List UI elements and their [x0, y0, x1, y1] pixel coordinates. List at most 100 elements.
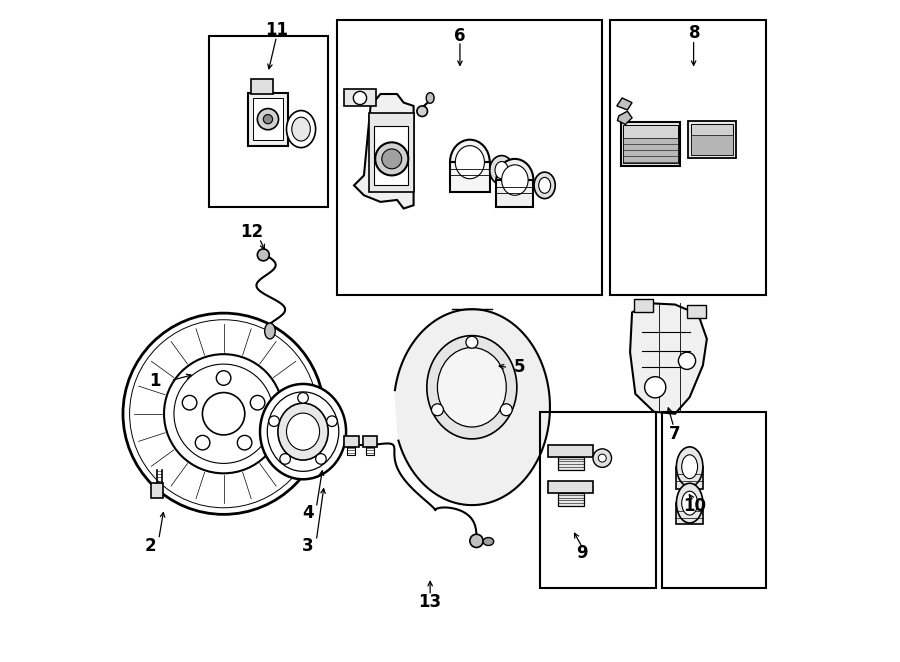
Polygon shape: [630, 303, 707, 414]
Text: 2: 2: [145, 537, 157, 555]
Circle shape: [598, 454, 607, 462]
Bar: [621, 122, 680, 166]
Bar: [209, 36, 328, 207]
Bar: [691, 124, 734, 155]
Ellipse shape: [292, 117, 310, 141]
Ellipse shape: [681, 455, 698, 479]
Bar: [548, 445, 593, 457]
Circle shape: [183, 395, 197, 410]
Bar: [624, 138, 678, 163]
Bar: [251, 79, 273, 94]
Ellipse shape: [267, 392, 338, 471]
Circle shape: [593, 449, 611, 467]
Text: 12: 12: [239, 222, 263, 241]
Bar: [624, 125, 678, 163]
Ellipse shape: [427, 336, 517, 439]
Bar: [558, 493, 584, 506]
Bar: [366, 447, 373, 455]
Circle shape: [327, 416, 338, 426]
Circle shape: [470, 534, 483, 547]
Bar: [450, 162, 490, 192]
Bar: [347, 447, 356, 455]
Circle shape: [298, 393, 309, 403]
Polygon shape: [395, 309, 550, 505]
Circle shape: [164, 354, 284, 473]
Circle shape: [238, 436, 252, 450]
Polygon shape: [616, 98, 632, 110]
Ellipse shape: [437, 348, 507, 427]
Bar: [634, 299, 652, 312]
Circle shape: [195, 436, 210, 450]
Circle shape: [257, 109, 278, 130]
Bar: [363, 436, 377, 447]
Bar: [540, 412, 656, 588]
Text: 3: 3: [302, 537, 313, 555]
Bar: [496, 180, 534, 207]
Circle shape: [644, 377, 666, 398]
Circle shape: [431, 404, 444, 416]
Ellipse shape: [483, 538, 494, 545]
Bar: [344, 89, 376, 106]
Ellipse shape: [450, 140, 490, 185]
Ellipse shape: [455, 146, 484, 179]
Bar: [688, 121, 736, 158]
Circle shape: [130, 320, 318, 508]
Circle shape: [500, 404, 512, 416]
Bar: [374, 126, 409, 185]
Ellipse shape: [681, 491, 698, 515]
Circle shape: [216, 371, 231, 385]
Circle shape: [250, 395, 265, 410]
Ellipse shape: [286, 413, 320, 450]
Circle shape: [269, 416, 279, 426]
Text: 5: 5: [514, 358, 526, 377]
Bar: [548, 481, 593, 493]
Bar: [254, 98, 283, 140]
Circle shape: [280, 453, 291, 464]
Bar: [677, 467, 703, 489]
Bar: [687, 305, 706, 318]
Text: 11: 11: [266, 21, 288, 39]
Bar: [248, 93, 288, 146]
Ellipse shape: [265, 323, 275, 339]
Text: 4: 4: [302, 504, 313, 522]
Bar: [677, 503, 703, 524]
Ellipse shape: [286, 111, 316, 148]
Ellipse shape: [278, 403, 328, 460]
Text: 6: 6: [454, 27, 465, 46]
Bar: [338, 20, 602, 295]
Circle shape: [417, 106, 428, 117]
Ellipse shape: [677, 447, 703, 487]
Ellipse shape: [260, 384, 346, 479]
Circle shape: [202, 393, 245, 435]
Circle shape: [382, 149, 401, 169]
Bar: [662, 412, 767, 588]
Ellipse shape: [534, 172, 555, 199]
Bar: [369, 113, 414, 192]
Bar: [344, 436, 358, 447]
Bar: [558, 457, 584, 470]
Ellipse shape: [495, 162, 508, 179]
Text: 13: 13: [418, 593, 442, 612]
Text: 7: 7: [670, 424, 681, 443]
Circle shape: [466, 336, 478, 348]
Bar: [610, 20, 766, 295]
Ellipse shape: [539, 177, 551, 193]
Text: 1: 1: [149, 371, 161, 390]
Circle shape: [257, 249, 269, 261]
Circle shape: [679, 352, 696, 369]
Circle shape: [174, 364, 274, 463]
Circle shape: [316, 453, 326, 464]
Bar: [151, 483, 163, 498]
Ellipse shape: [427, 93, 434, 103]
Text: 9: 9: [577, 544, 589, 562]
Circle shape: [354, 91, 366, 105]
Ellipse shape: [501, 165, 528, 195]
Polygon shape: [617, 111, 632, 124]
Circle shape: [264, 115, 273, 124]
Polygon shape: [354, 94, 414, 209]
Ellipse shape: [677, 483, 703, 523]
Circle shape: [123, 313, 324, 514]
Ellipse shape: [490, 156, 514, 185]
Bar: [691, 135, 734, 155]
Circle shape: [375, 142, 409, 175]
